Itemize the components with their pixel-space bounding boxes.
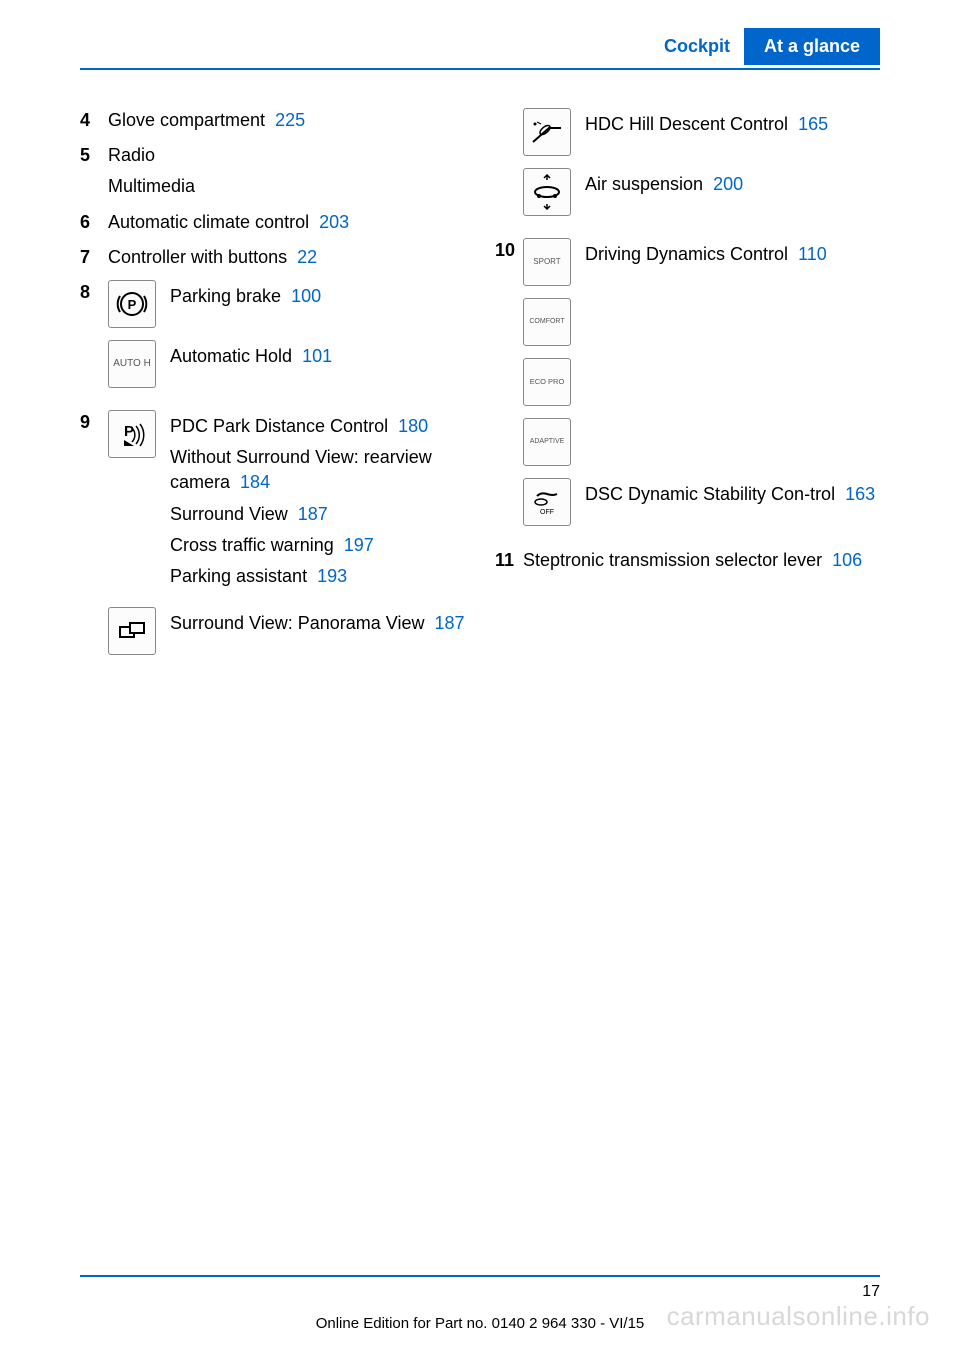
footer-rule [80, 1275, 880, 1277]
page-ref[interactable]: 184 [240, 472, 270, 492]
item-text: HDC Hill Descent Control 165 [585, 108, 880, 137]
label: Without Surround View: rearview camera [170, 447, 432, 492]
item-8: 8 P Parking brake 100 AUTO H Automatic H… [80, 280, 465, 400]
label: Glove compartment [108, 110, 265, 130]
item-9: 9 P PDC Park Distance Control 180 Withou… [80, 410, 465, 667]
sport-icon: SPORT [523, 238, 571, 286]
panorama-row: Surround View: Panorama View 187 [108, 607, 465, 655]
ecopro-row: ECO PRO [523, 358, 880, 406]
page-ref[interactable]: 101 [302, 346, 332, 366]
svg-text:OFF: OFF [540, 509, 554, 516]
air-suspension-icon [523, 168, 571, 216]
parking-brake-row: P Parking brake 100 [108, 280, 465, 328]
ecopro-icon: ECO PRO [523, 358, 571, 406]
label: HDC Hill Descent Control [585, 114, 788, 134]
item-text: Surround View: Panorama View 187 [170, 607, 465, 636]
page-ref[interactable]: 200 [713, 174, 743, 194]
label: Radio [108, 143, 465, 168]
label: Parking brake [170, 286, 281, 306]
page-ref[interactable]: 225 [275, 110, 305, 130]
adaptive-icon: ADAPTIVE [523, 418, 571, 466]
pdc-row: P PDC Park Distance Control 180 Without … [108, 410, 465, 595]
item-number: 8 [80, 280, 108, 303]
hdc-row: 9 HDC Hill Descent Control 165 Air sus [495, 108, 880, 228]
item-text: Automatic climate control 203 [108, 210, 465, 235]
label: Surround View [170, 504, 288, 524]
item-7: 7 Controller with buttons 22 [80, 245, 465, 270]
page-ref[interactable]: 187 [435, 613, 465, 633]
page-ref[interactable]: 197 [344, 535, 374, 555]
item-number: 7 [80, 245, 108, 268]
label: Surround View: Panorama View [170, 613, 424, 633]
label: Controller with buttons [108, 247, 287, 267]
item-text: Glove compartment 225 [108, 108, 465, 133]
item-number: 5 [80, 143, 108, 166]
page-ref[interactable]: 187 [298, 504, 328, 524]
item-text: PDC Park Distance Control 180 Without Su… [170, 410, 465, 595]
label: Steptronic transmission selector lever [523, 550, 822, 570]
left-column: 4 Glove compartment 225 5 Radio Multimed… [80, 108, 465, 677]
header: Cockpit At a glance [650, 28, 880, 65]
ddc-row: SPORT Driving Dynamics Control 110 [523, 238, 880, 286]
air-row: Air suspension 200 [523, 168, 880, 216]
panorama-icon [108, 607, 156, 655]
right-column: 9 HDC Hill Descent Control 165 Air sus [495, 108, 880, 677]
header-chapter: Cockpit [650, 28, 744, 65]
pdc-icon: P [108, 410, 156, 458]
hdc-icon [523, 108, 571, 156]
item-6: 6 Automatic climate control 203 [80, 210, 465, 235]
page-number: 17 [80, 1283, 880, 1301]
item-number: 10 [495, 238, 523, 261]
item-10: 10 SPORT Driving Dynamics Control 110 CO… [495, 238, 880, 538]
dsc-row: OFF DSC Dynamic Stability Con‐trol 163 [523, 478, 880, 526]
dsc-off-icon: OFF [523, 478, 571, 526]
page-ref[interactable]: 165 [798, 114, 828, 134]
watermark: carmanualsonline.info [667, 1301, 930, 1332]
item-number: 11 [495, 548, 523, 571]
auto-hold-row: AUTO H Automatic Hold 101 [108, 340, 465, 388]
item-4: 4 Glove compartment 225 [80, 108, 465, 133]
label: DSC Dynamic Stability Con‐trol [585, 484, 835, 504]
item-11: 11 Steptronic transmission selector leve… [495, 548, 880, 573]
label: Air suspension [585, 174, 703, 194]
page-ref[interactable]: 100 [291, 286, 321, 306]
header-rule [80, 68, 880, 70]
page-ref[interactable]: 22 [297, 247, 317, 267]
label: Automatic Hold [170, 346, 292, 366]
content: 4 Glove compartment 225 5 Radio Multimed… [80, 108, 880, 677]
svg-text:P: P [128, 297, 137, 312]
item-text: Automatic Hold 101 [170, 340, 465, 369]
item-number: 6 [80, 210, 108, 233]
item-text: DSC Dynamic Stability Con‐trol 163 [585, 478, 880, 507]
item-number: 4 [80, 108, 108, 131]
page-ref[interactable]: 203 [319, 212, 349, 232]
page-ref[interactable]: 193 [317, 566, 347, 586]
label: Parking assistant [170, 566, 307, 586]
label: PDC Park Distance Control [170, 416, 388, 436]
comfort-icon: COMFORT [523, 298, 571, 346]
auto-hold-icon: AUTO H [108, 340, 156, 388]
label: Multimedia [108, 174, 465, 199]
item-text: Radio Multimedia [108, 143, 465, 199]
header-section: At a glance [744, 28, 880, 65]
item-text: Controller with buttons 22 [108, 245, 465, 270]
page-ref[interactable]: 163 [845, 484, 875, 504]
label: Cross traffic warning [170, 535, 334, 555]
item-5: 5 Radio Multimedia [80, 143, 465, 199]
adaptive-row: ADAPTIVE [523, 418, 880, 466]
label: Driving Dynamics Control [585, 244, 788, 264]
svg-text:P: P [124, 423, 134, 440]
item-text: Steptronic transmission selector lever 1… [523, 548, 880, 573]
label: Automatic climate control [108, 212, 309, 232]
item-number: 9 [80, 410, 108, 433]
item-text: Air suspension 200 [585, 168, 880, 197]
page-ref[interactable]: 180 [398, 416, 428, 436]
page-ref[interactable]: 106 [832, 550, 862, 570]
page-ref[interactable]: 110 [798, 244, 827, 264]
item-text: Driving Dynamics Control 110 [585, 238, 880, 267]
item-text: Parking brake 100 [170, 280, 465, 309]
parking-brake-icon: P [108, 280, 156, 328]
comfort-row: COMFORT [523, 298, 880, 346]
